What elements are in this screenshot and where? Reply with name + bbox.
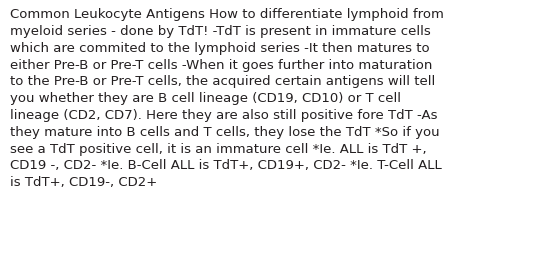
- Text: Common Leukocyte Antigens How to differentiate lymphoid from
myeloid series - do: Common Leukocyte Antigens How to differe…: [10, 8, 444, 189]
